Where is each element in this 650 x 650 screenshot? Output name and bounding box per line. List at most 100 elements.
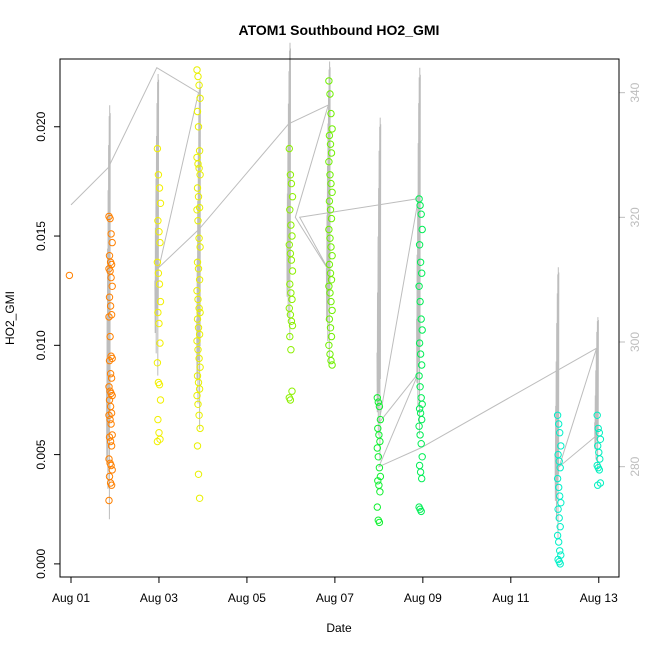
data-point-3-10 xyxy=(196,171,204,179)
data-point-3-14 xyxy=(193,206,201,214)
data-point-9-6 xyxy=(596,455,604,463)
data-point-8-20 xyxy=(556,560,564,568)
x-tick-label-6: Aug 13 xyxy=(580,591,618,605)
data-point-1-35 xyxy=(105,455,113,463)
data-point-1-9 xyxy=(107,273,115,282)
secondary-spike-6 xyxy=(416,67,421,435)
data-point-4-16 xyxy=(287,317,296,325)
secondary-track xyxy=(70,66,598,469)
data-point-5-31 xyxy=(328,361,336,369)
data-point-2-6 xyxy=(156,238,164,247)
secondary-spike-7 xyxy=(554,267,560,540)
chart-title: ATOM1 Southbound HO2_GMI xyxy=(239,22,440,38)
data-point-6-9 xyxy=(375,464,384,472)
data-point-6-16 xyxy=(375,518,384,527)
data-point-7-5 xyxy=(416,258,425,266)
data-point-1-18 xyxy=(105,356,114,365)
data-point-3-4 xyxy=(193,107,202,116)
data-point-7-4 xyxy=(415,241,424,249)
secondary-spike-2 xyxy=(196,80,201,430)
data-point-4-0 xyxy=(285,144,293,153)
data-point-4-13 xyxy=(288,295,296,304)
data-point-7-7 xyxy=(415,282,423,290)
data-point-4-10 xyxy=(288,267,297,275)
data-point-3-23 xyxy=(195,304,203,312)
data-point-2-16 xyxy=(155,381,164,389)
data-point-2-11 xyxy=(154,308,162,317)
data-point-3-37 xyxy=(195,411,203,419)
data-point-5-16 xyxy=(327,243,335,251)
data-point-3-30 xyxy=(195,354,203,363)
secondary-track-line xyxy=(70,66,598,469)
data-point-7-2 xyxy=(417,210,425,218)
x-axis-label: Date xyxy=(326,621,352,635)
data-point-5-14 xyxy=(325,225,333,234)
data-point-7-14 xyxy=(415,372,423,380)
data-point-1-29 xyxy=(106,415,114,424)
data-point-6-7 xyxy=(373,444,381,452)
data-point-3-38 xyxy=(196,424,204,433)
data-point-1-42 xyxy=(105,496,113,505)
y-axis-label: HO2_GMI xyxy=(3,291,17,345)
data-point-5-12 xyxy=(326,206,335,214)
data-point-4-5 xyxy=(287,221,295,229)
data-point-4-9 xyxy=(287,256,296,264)
data-point-3-8 xyxy=(194,160,202,168)
data-point-5-3 xyxy=(328,125,336,133)
data-point-5-17 xyxy=(328,252,336,260)
data-point-2-7 xyxy=(153,258,162,266)
data-point-8-12 xyxy=(555,514,563,522)
data-point-3-12 xyxy=(194,193,203,201)
data-point-3-5 xyxy=(194,123,203,131)
data-point-6-3 xyxy=(376,415,385,424)
data-point-7-9 xyxy=(417,315,425,323)
data-point-9-3 xyxy=(596,435,605,443)
data-point-3-29 xyxy=(194,346,202,354)
data-point-8-9 xyxy=(556,492,564,500)
data-point-6-8 xyxy=(374,453,382,461)
data-point-3-31 xyxy=(196,363,204,371)
data-point-5-10 xyxy=(328,188,336,197)
data-point-5-22 xyxy=(326,289,334,297)
data-point-6-6 xyxy=(376,437,384,446)
data-point-7-25 xyxy=(415,461,424,470)
data-point-4-6 xyxy=(288,232,296,240)
data-point-7-16 xyxy=(417,394,425,402)
data-points xyxy=(65,66,605,568)
data-point-3-20 xyxy=(195,276,204,284)
secondary-spike-1 xyxy=(154,73,160,376)
data-point-3-34 xyxy=(195,385,204,393)
data-point-4-19 xyxy=(287,346,295,354)
data-point-8-10 xyxy=(557,499,565,507)
data-point-5-7 xyxy=(325,158,333,166)
data-point-4-22 xyxy=(286,396,295,404)
data-point-3-27 xyxy=(195,330,204,339)
axes: Aug 01 Aug 03 Aug 05 Aug 07 Aug 09 Aug 11 Aug … xyxy=(34,82,642,605)
x-tick-label-3: Aug 07 xyxy=(316,591,354,605)
data-point-4-4 xyxy=(286,206,294,214)
data-point-3-25 xyxy=(193,315,202,323)
data-point-5-15 xyxy=(326,234,334,242)
secondary-spike-8 xyxy=(594,317,599,471)
data-point-1-28 xyxy=(105,411,113,419)
data-point-7-30 xyxy=(417,507,425,516)
data-point-7-6 xyxy=(418,269,426,277)
data-point-7-18 xyxy=(415,405,424,413)
data-point-5-2 xyxy=(327,109,335,118)
data-point-3-1 xyxy=(194,72,202,81)
data-point-5-13 xyxy=(327,214,336,223)
data-point-3-3 xyxy=(196,94,204,103)
data-point-2-3 xyxy=(156,199,165,208)
data-point-6-14 xyxy=(373,503,381,511)
data-point-7-15 xyxy=(416,383,424,391)
data-point-5-30 xyxy=(327,356,335,365)
data-point-1-10 xyxy=(108,282,116,290)
data-point-2-1 xyxy=(154,171,163,179)
data-point-7-27 xyxy=(418,474,426,483)
data-point-5-29 xyxy=(326,350,334,358)
data-point-4-20 xyxy=(288,387,296,395)
y2-tick-label-2: 320 xyxy=(628,207,642,227)
data-point-3-36 xyxy=(194,400,202,408)
x-tick-label-0: Aug 01 xyxy=(52,591,90,605)
data-point-5-5 xyxy=(326,140,335,148)
